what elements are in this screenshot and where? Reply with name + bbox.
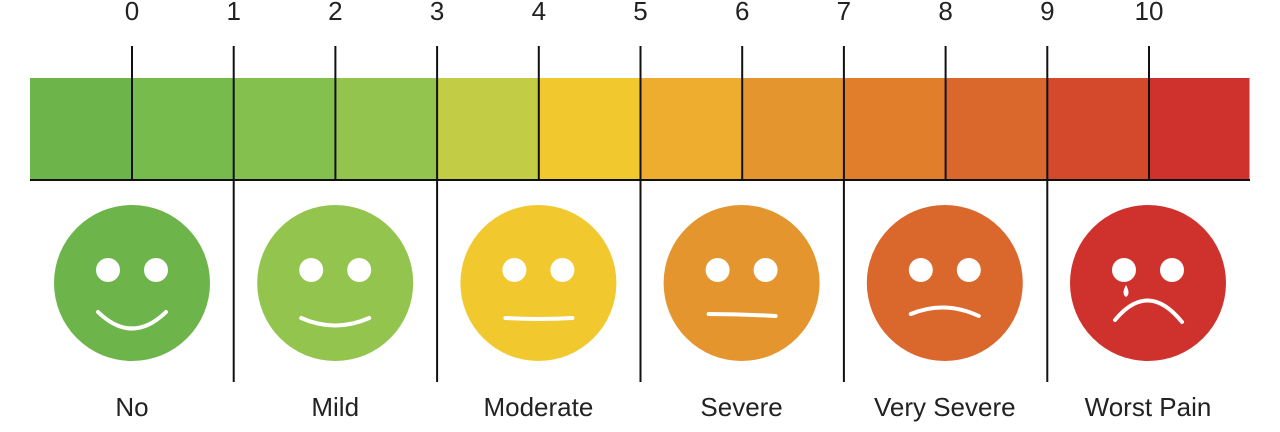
face-eye xyxy=(1160,258,1184,282)
tick-label: 2 xyxy=(328,0,342,26)
face-mouth xyxy=(1113,298,1184,324)
tick-label: 6 xyxy=(735,0,749,26)
face-mouth xyxy=(96,310,168,331)
scale-segment xyxy=(1047,78,1150,180)
face-eye xyxy=(705,258,730,282)
tick-label: 4 xyxy=(532,0,546,26)
scale-segment xyxy=(1149,78,1250,180)
face-label: No xyxy=(115,392,148,422)
face xyxy=(54,205,210,361)
face-eye xyxy=(956,258,981,282)
face-mouth xyxy=(503,316,575,321)
face xyxy=(460,205,617,361)
face-circle xyxy=(866,205,1023,361)
tick-label: 9 xyxy=(1040,0,1054,26)
face-eye xyxy=(502,258,527,282)
tick-label: 8 xyxy=(938,0,952,26)
scale-segment xyxy=(945,78,1048,180)
face xyxy=(866,205,1023,361)
face-mouth xyxy=(908,305,981,318)
scale-segment xyxy=(132,78,235,180)
tick-label: 3 xyxy=(430,0,444,26)
scale-segment xyxy=(437,78,540,180)
scale-segment xyxy=(335,78,438,180)
scale-segment xyxy=(843,78,947,180)
face-circle xyxy=(257,205,414,361)
face-label: Moderate xyxy=(483,392,593,422)
face-circle xyxy=(54,205,210,361)
face-eye xyxy=(299,258,324,282)
scale-segment xyxy=(742,78,845,180)
face-eye xyxy=(96,258,120,282)
face-label: Mild xyxy=(311,392,359,422)
tick-label: 1 xyxy=(226,0,240,26)
scale-segment xyxy=(538,78,641,180)
face-tear xyxy=(1123,285,1129,297)
face-eye xyxy=(347,258,372,282)
face-circle xyxy=(460,205,617,361)
face xyxy=(663,205,820,361)
face-label: Severe xyxy=(700,392,782,422)
tick-label: 10 xyxy=(1135,0,1164,26)
face-mouth xyxy=(706,312,778,318)
tick-label: 0 xyxy=(125,0,139,26)
face-label: Very Severe xyxy=(874,392,1016,422)
face xyxy=(257,205,414,361)
face-eye xyxy=(908,258,933,282)
face-eye xyxy=(550,258,575,282)
scale-segment xyxy=(640,78,743,180)
face-eye xyxy=(753,258,778,282)
tick-label: 7 xyxy=(837,0,851,26)
face-circle xyxy=(663,205,820,361)
face-circle xyxy=(1070,205,1226,361)
face-label: Worst Pain xyxy=(1085,392,1212,422)
face xyxy=(1070,205,1226,361)
tick-label: 5 xyxy=(633,0,647,26)
scale-segment xyxy=(233,78,336,180)
face-mouth xyxy=(299,316,372,328)
face-eye xyxy=(1112,258,1136,282)
scale-segment xyxy=(30,78,133,180)
face-eye xyxy=(144,258,168,282)
